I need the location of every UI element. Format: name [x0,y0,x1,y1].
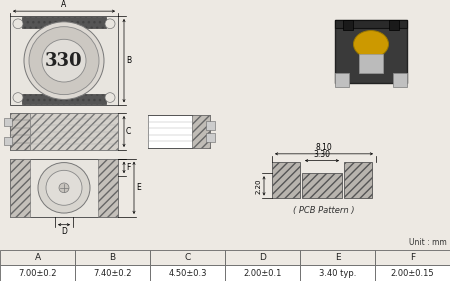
Bar [300,250,375,266]
Text: D: D [61,227,67,236]
Bar [343,20,353,30]
Text: A: A [35,253,40,262]
Text: D: D [259,253,266,262]
Bar [150,266,225,281]
Text: F: F [410,253,415,262]
Bar [344,162,372,198]
Bar [359,54,383,73]
Circle shape [42,39,86,82]
Circle shape [38,163,90,213]
Text: 7.40±0.2: 7.40±0.2 [93,269,132,278]
Text: E: E [335,253,340,262]
Bar [75,266,150,281]
Bar [335,73,349,87]
Text: 2.00±0.1: 2.00±0.1 [243,269,282,278]
Bar [10,159,30,217]
Bar [0,250,75,266]
Text: 330: 330 [45,52,83,70]
Circle shape [13,93,23,102]
Bar [30,113,118,150]
Bar [375,266,450,281]
Bar [335,20,407,83]
Text: C: C [184,253,191,262]
Bar [335,20,407,28]
Bar [300,266,375,281]
Bar [192,115,210,148]
Bar [389,20,399,30]
Circle shape [46,170,82,205]
Bar [10,113,30,150]
Text: 2.20: 2.20 [256,178,262,194]
Text: ( PCB Pattern ): ( PCB Pattern ) [293,206,355,215]
Circle shape [105,19,115,29]
Circle shape [13,19,23,29]
Circle shape [105,93,115,102]
Bar [98,159,118,217]
Bar [10,159,118,217]
Bar [148,115,192,148]
Circle shape [59,183,69,193]
Bar [375,250,450,266]
Bar [225,266,300,281]
Text: 4.50±0.3: 4.50±0.3 [168,269,207,278]
Text: 3.40 typ.: 3.40 typ. [319,269,356,278]
Bar [206,133,215,142]
Text: F: F [126,163,130,172]
Circle shape [24,22,104,99]
Bar [75,250,150,266]
Bar [272,162,300,198]
Bar [22,94,106,104]
Bar [4,137,12,145]
Bar [148,115,210,148]
Text: 8.10: 8.10 [315,143,333,152]
Bar [302,173,342,198]
Circle shape [29,27,99,95]
Bar [206,121,215,130]
Bar [10,113,118,150]
Text: B: B [109,253,116,262]
Text: C: C [126,127,131,136]
Bar [150,250,225,266]
Bar [0,266,75,281]
Bar [225,250,300,266]
Text: A: A [61,0,67,9]
Text: E: E [136,183,141,192]
Text: B: B [126,56,131,65]
Bar [4,118,12,126]
Ellipse shape [354,31,388,58]
Bar [22,17,106,28]
Text: Unit : mm: Unit : mm [409,238,447,247]
Text: 7.00±0.2: 7.00±0.2 [18,269,57,278]
Text: 2.00±0.15: 2.00±0.15 [391,269,434,278]
Bar [10,16,118,105]
Bar [393,73,407,87]
Text: 3.30: 3.30 [314,150,330,159]
